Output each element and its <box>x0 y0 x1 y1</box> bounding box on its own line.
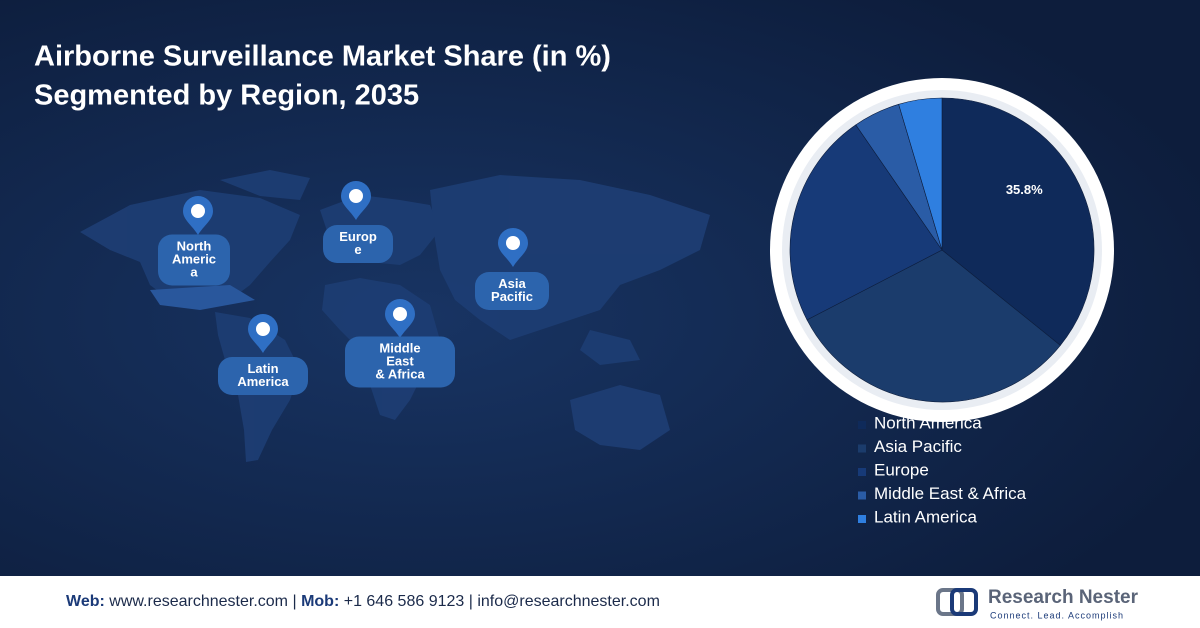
email: info@researchnester.com <box>477 593 660 610</box>
map-label-box <box>218 357 308 395</box>
map-label: Pacific <box>491 289 533 304</box>
map-pin-dot <box>506 236 520 250</box>
legend-label: Asia Pacific <box>874 437 962 456</box>
contact-info: Web: www.researchnester.com | Mob: +1 64… <box>66 593 660 611</box>
chart-title: Segmented by Region, 2035 <box>34 80 419 112</box>
map-pin-dot <box>349 189 363 203</box>
map-label-box <box>345 336 455 388</box>
map-label: Middle <box>379 340 420 355</box>
legend-swatch <box>858 468 866 476</box>
label: Mob: <box>301 593 340 610</box>
chart: Airborne Surveillance Market Share (in %… <box>0 0 1200 576</box>
map-label: Latin <box>247 361 278 376</box>
map-pin-dot <box>393 307 407 321</box>
phone: +1 646 586 9123 <box>343 593 465 610</box>
map-label: e <box>354 242 361 257</box>
legend-swatch <box>858 515 866 523</box>
footer: Web: www.researchnester.com | Mob: +1 64… <box>0 576 1200 628</box>
map-label-box <box>475 272 549 310</box>
map-pin-dot <box>256 322 270 336</box>
separator: | <box>468 593 473 610</box>
separator: | <box>292 593 297 610</box>
legend-swatch <box>858 491 866 500</box>
legend-label: Latin America <box>874 507 978 526</box>
legend-label: Europe <box>874 460 929 479</box>
map-label: East <box>386 353 414 368</box>
map-pin-dot <box>191 204 205 218</box>
logo-name: Research Nester <box>988 587 1139 608</box>
map-label: a <box>190 264 198 279</box>
website: www.researchnester.com <box>109 593 288 610</box>
pie-slice <box>789 124 943 321</box>
map-label-box <box>323 225 393 263</box>
legend-label: North America <box>874 413 982 432</box>
logo-tagline: Connect. Lead. Accomplish <box>990 610 1124 620</box>
map-label: America <box>237 374 289 389</box>
legend-label: Middle East & Africa <box>874 484 1027 503</box>
map-label: North <box>177 238 212 253</box>
label: Web: <box>66 593 105 610</box>
chart-title: Airborne Surveillance Market Share (in %… <box>34 41 611 73</box>
legend-swatch <box>858 444 866 453</box>
data-label: 35.8% <box>1006 182 1043 197</box>
map-label-box <box>158 234 230 286</box>
legend-swatch <box>858 421 866 429</box>
map-label: Europ <box>339 229 377 244</box>
pie-slice <box>898 97 943 251</box>
map-label: Americ <box>172 251 216 266</box>
logo: Research Nester Connect. Lead. Accomplis… <box>936 587 1139 620</box>
map-label: Asia <box>498 276 526 291</box>
pie-slice <box>941 97 1095 346</box>
map-label: & Africa <box>375 366 425 381</box>
pie-slice <box>806 249 1061 403</box>
